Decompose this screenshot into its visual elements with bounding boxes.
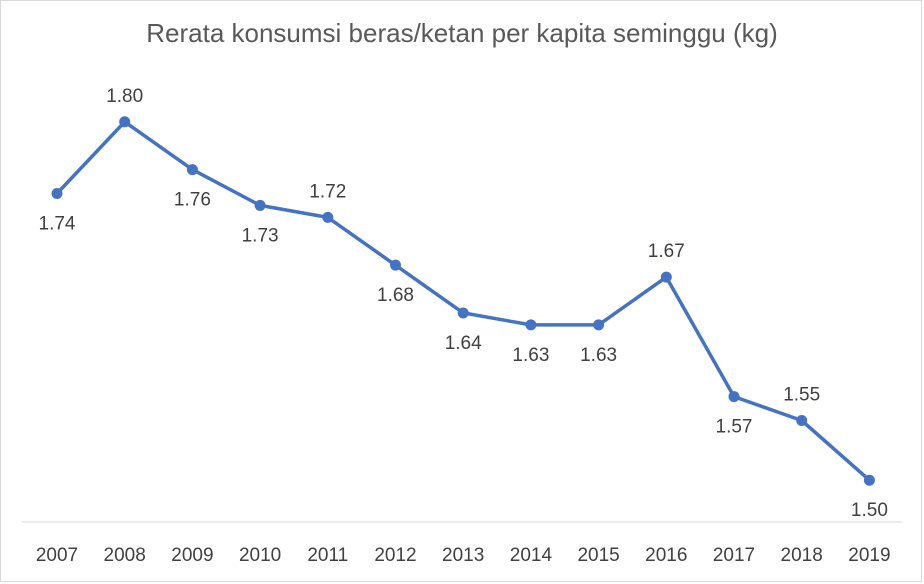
data-label: 1.63 [580,345,617,366]
data-label: 1.63 [512,345,549,366]
data-points [51,116,875,486]
data-label: 1.72 [309,181,346,202]
data-label: 1.76 [174,190,211,211]
data-label: 1.67 [648,241,685,262]
x-tick-label: 2018 [781,545,823,566]
data-point [119,116,131,128]
x-tick-label: 2012 [374,545,416,566]
data-point [186,164,198,176]
data-label: 1.57 [716,417,753,438]
x-tick-label: 2008 [104,545,146,566]
data-point [796,414,808,426]
data-point [51,187,63,199]
x-tick-labels: 2007 2008 2009 2010 2011 2012 2013 2014 2015 2016… [36,545,891,566]
x-tick-label: 2016 [645,545,687,566]
data-labels: 1.74 1.80 1.76 1.73 1.72 1.68 1.64 1.63 1.63 1.67… [39,86,888,521]
data-label: 1.74 [39,213,76,234]
data-point [525,319,537,331]
data-label: 1.55 [783,384,820,405]
x-tick-label: 2017 [713,545,755,566]
data-point [322,211,334,223]
x-tick-label: 2019 [848,545,890,566]
data-point [863,474,875,486]
x-tick-label: 2010 [239,545,281,566]
chart-title: Rerata konsumsi beras/ketan per kapita s… [146,18,778,48]
data-point [390,259,401,271]
x-tick-label: 2015 [577,545,619,566]
data-point [254,199,266,211]
data-point [660,271,672,283]
x-tick-label: 2014 [510,545,553,566]
data-point [593,319,605,331]
x-tick-label: 2013 [442,545,484,566]
data-point [457,307,469,319]
x-tick-label: 2007 [36,545,78,566]
data-label: 1.80 [106,86,143,107]
x-tick-label: 2009 [171,545,213,566]
data-label: 1.68 [377,285,414,306]
data-label: 1.50 [851,500,888,521]
data-label: 1.64 [445,333,482,354]
x-tick-label: 2011 [307,545,348,566]
data-point [728,391,740,403]
data-label: 1.73 [242,225,279,246]
